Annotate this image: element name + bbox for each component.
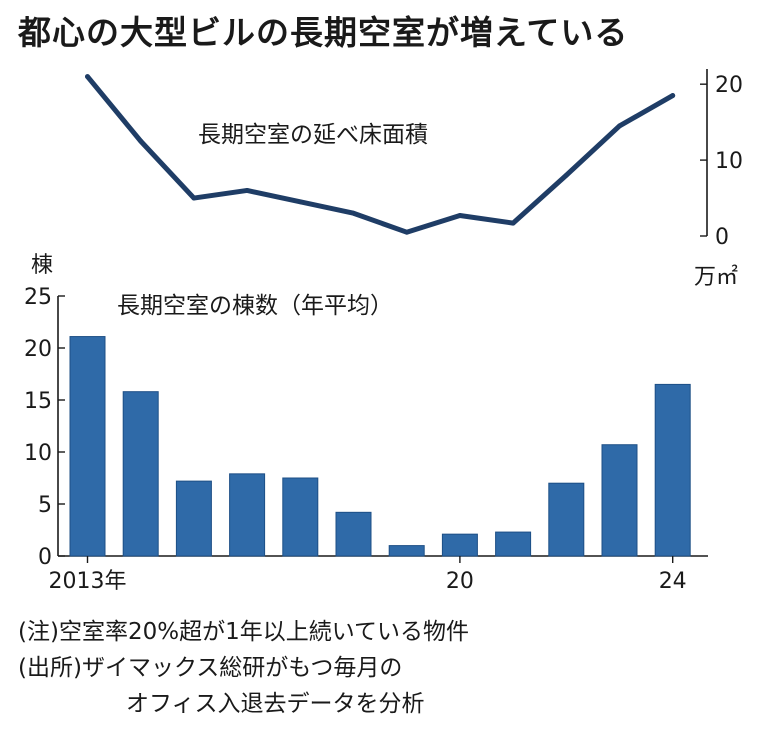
bar-y-tick-label: 10	[24, 441, 52, 466]
bar-2019	[388, 545, 425, 557]
note-source-cont: オフィス入退去データを分析	[126, 691, 425, 717]
bar-x-tick-label: 24	[659, 569, 687, 594]
line-series-label: 長期空室の延べ床面積	[198, 122, 428, 148]
bar-2023	[601, 444, 638, 557]
line-chart: 0 10 20 万㎡ 長期空室の延べ床面積	[85, 69, 743, 290]
line-point-2013	[85, 74, 90, 79]
line-y-tick-label: 10	[715, 149, 743, 174]
line-series	[85, 74, 676, 235]
bar-2013年	[69, 336, 106, 557]
line-point-2017	[297, 199, 303, 205]
line-point-2021	[510, 220, 516, 226]
note-source: (出所)ザイマックス総研がもつ毎月の	[18, 655, 403, 681]
bar-2018	[335, 511, 372, 557]
bar-2021	[495, 531, 532, 557]
bar-y-tick-label: 20	[24, 337, 52, 362]
chart-title: 都心の大型ビルの長期空室が増えている	[18, 13, 629, 52]
bar-2015	[175, 480, 212, 557]
line-point-2022	[563, 172, 569, 178]
bar-20	[441, 533, 478, 557]
line-y-tick-label: 20	[715, 73, 743, 98]
line-y-unit: 万㎡	[694, 264, 738, 290]
line-point-2020	[457, 213, 463, 218]
line-point-2019	[404, 229, 410, 235]
bar-y-tick-label: 15	[24, 389, 52, 414]
bar-y-unit: 棟	[31, 253, 53, 278]
line-point-2015	[191, 195, 197, 201]
line-point-2024	[670, 93, 676, 98]
bar-2017	[282, 477, 319, 557]
line-y-tick-label: 0	[715, 225, 729, 250]
bar-y-tick-label: 0	[38, 545, 52, 570]
notes-block: (注)空室率20%超が1年以上続いている物件 (出所)ザイマックス総研がもつ毎月…	[18, 614, 469, 722]
bar-x-tick-label: 2013年	[49, 569, 127, 594]
bar-series-label: 長期空室の棟数（年平均）	[117, 293, 393, 319]
bar-24	[654, 383, 691, 557]
bar-y-tick-label: 5	[38, 493, 52, 518]
line-point-2018	[351, 210, 356, 216]
line-point-2014	[138, 138, 144, 144]
note-condition: (注)空室率20%超が1年以上続いている物件	[18, 619, 470, 645]
bar-x-tick-label: 20	[446, 569, 474, 594]
bar-2022	[548, 482, 585, 557]
line-point-2016	[244, 188, 250, 193]
bar-2014	[122, 391, 159, 557]
bar-2016	[229, 473, 266, 557]
line-point-2023	[617, 123, 622, 129]
bar-y-tick-label: 25	[24, 285, 52, 310]
